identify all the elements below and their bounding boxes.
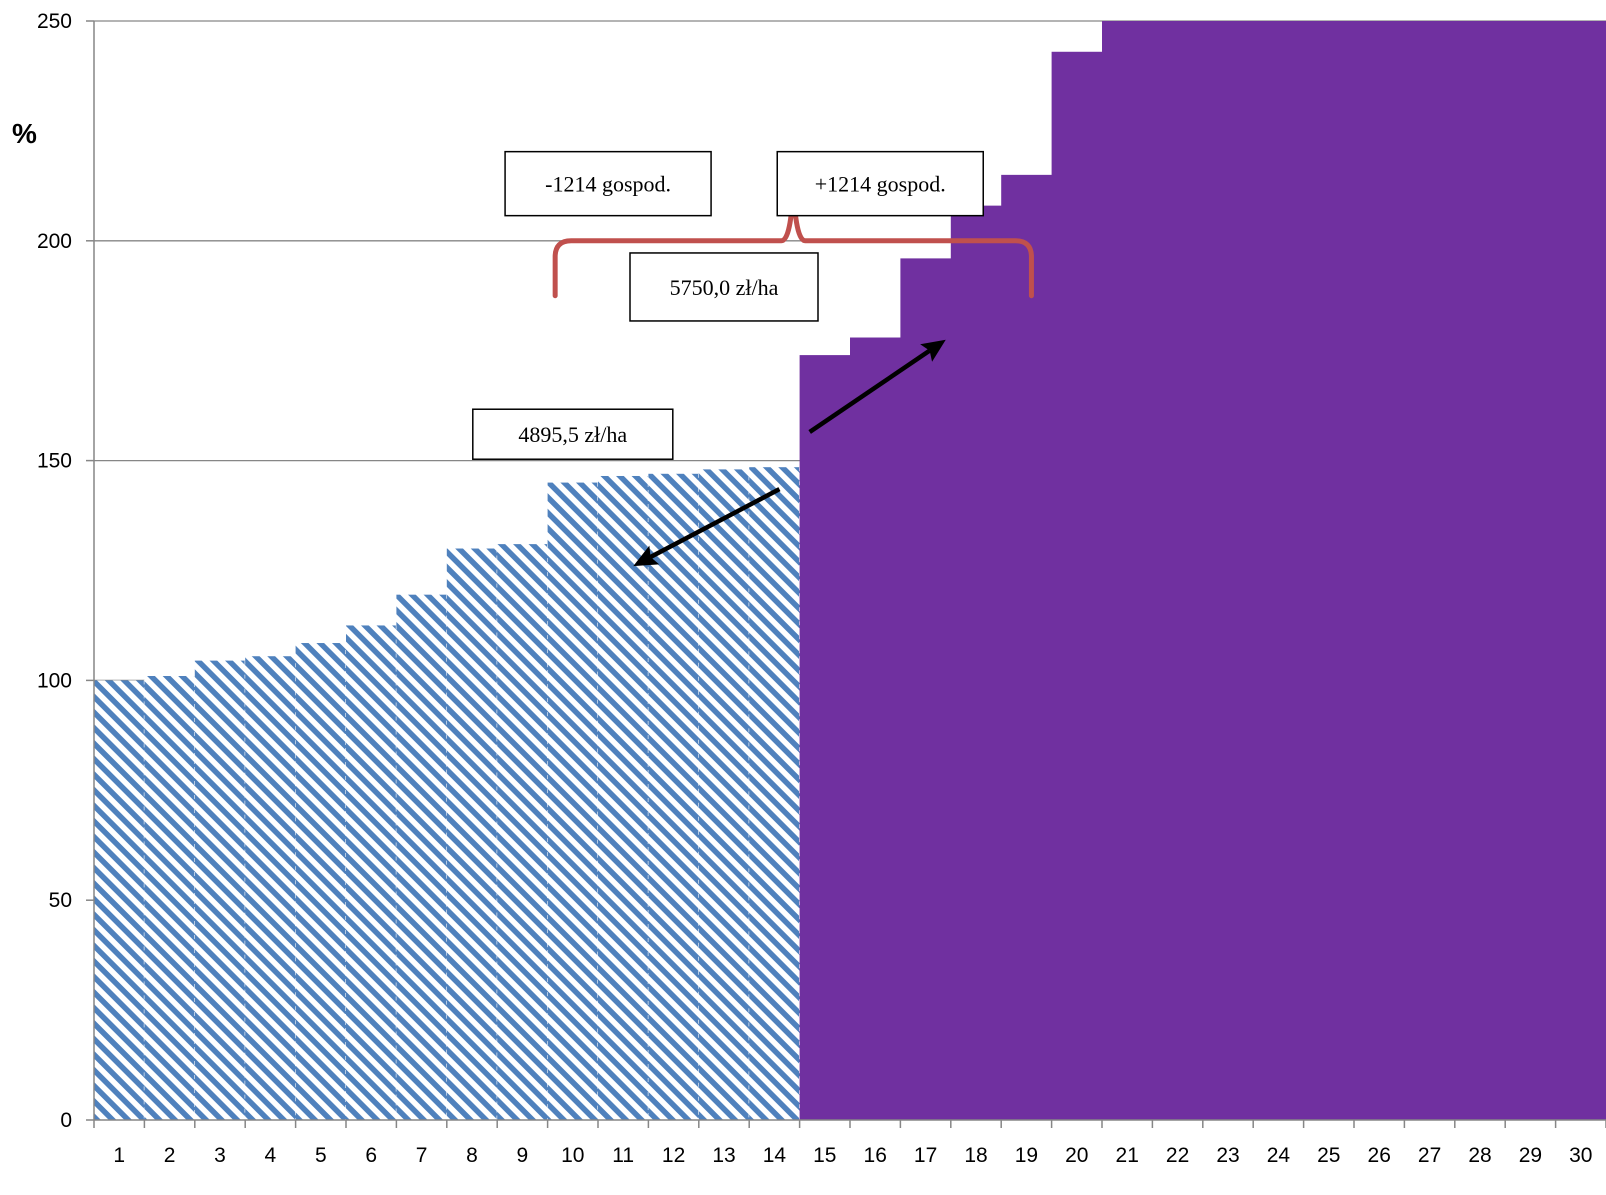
annotation-box-0 (504, 150, 712, 217)
bar-16 (850, 337, 901, 1121)
bar-28 (1454, 21, 1506, 1120)
bar-4 (245, 656, 297, 1120)
bar-29 (1505, 21, 1557, 1120)
annotation-box-2 (629, 252, 819, 322)
bar-24 (1253, 21, 1305, 1120)
bar-18 (950, 205, 1002, 1120)
x-tick-label-20: 20 (1065, 1144, 1088, 1167)
bar-20 (1051, 51, 1103, 1121)
x-tick-label-1: 1 (113, 1144, 125, 1167)
bar-10 (547, 482, 599, 1121)
x-tick-label-23: 23 (1216, 1144, 1239, 1167)
x-tick-label-18: 18 (964, 1144, 987, 1167)
x-tick-label-2: 2 (164, 1144, 176, 1167)
bar-22 (1152, 21, 1204, 1120)
x-tick-label-4: 4 (265, 1144, 277, 1167)
bar-8 (446, 548, 498, 1120)
bar-7 (396, 594, 448, 1120)
x-tick-label-26: 26 (1368, 1144, 1391, 1167)
y-axis-label: % (12, 118, 37, 149)
x-tick-label-5: 5 (315, 1144, 327, 1167)
annotation-text-3: 4895,5 zł/ha (518, 422, 627, 447)
x-tick-label-10: 10 (561, 1144, 584, 1167)
y-tick-label-250: 250 (37, 10, 72, 33)
annotation-text-2: 5750,0 zł/ha (670, 275, 779, 300)
bar-30 (1555, 21, 1606, 1120)
bar-11 (598, 475, 649, 1121)
x-tick-label-22: 22 (1166, 1144, 1189, 1167)
annotations: -1214 gospod. +1214 gospod. 5750,0 zł/ha 48… (472, 150, 1034, 567)
annotation-text-1: +1214 gospod. (815, 172, 946, 197)
annotation-text-0: -1214 gospod. (545, 172, 671, 197)
x-tick-label-6: 6 (365, 1144, 377, 1167)
x-tick-label-15: 15 (813, 1144, 836, 1167)
x-tick-label-24: 24 (1267, 1144, 1291, 1167)
bar-5 (295, 643, 347, 1120)
y-tick-label-50: 50 (49, 889, 72, 912)
bar-6 (346, 625, 397, 1120)
x-tick-label-12: 12 (662, 1144, 685, 1167)
bar-13 (698, 469, 750, 1121)
x-tick-label-7: 7 (416, 1144, 428, 1167)
x-tick-label-11: 11 (612, 1144, 634, 1167)
annotation-box-1 (776, 150, 984, 217)
bars (94, 21, 1606, 1121)
x-tick-label-21: 21 (1116, 1144, 1139, 1167)
arrow-head-1 (633, 545, 660, 567)
y-tick-label-100: 100 (37, 669, 72, 692)
bar-3 (194, 660, 246, 1120)
x-tick-label-8: 8 (466, 1144, 478, 1167)
x-tick-label-3: 3 (214, 1144, 226, 1167)
annotation-box-3 (472, 408, 674, 460)
bar-1 (94, 680, 145, 1120)
x-tick-label-9: 9 (517, 1144, 529, 1167)
bar-23 (1202, 21, 1254, 1120)
bar-27 (1404, 21, 1456, 1120)
arrow-shaft-1 (649, 487, 781, 560)
arrow-shaft-0 (808, 348, 931, 434)
x-tick-label-30: 30 (1569, 1144, 1592, 1167)
axes (86, 20, 1606, 1128)
x-tick-label-25: 25 (1317, 1144, 1340, 1167)
bar-2 (144, 676, 196, 1120)
bar-12 (648, 473, 700, 1121)
bar-19 (1001, 174, 1053, 1121)
bar-9 (497, 544, 549, 1120)
x-tick-label-14: 14 (763, 1144, 787, 1167)
bar-14 (749, 467, 801, 1121)
bar-15 (799, 355, 851, 1120)
x-tick-label-17: 17 (914, 1144, 937, 1167)
x-tick-label-29: 29 (1519, 1144, 1542, 1167)
bar-26 (1354, 21, 1405, 1120)
y-tick-label-0: 0 (60, 1109, 72, 1132)
x-tick-label-19: 19 (1015, 1144, 1038, 1167)
y-tick-label-200: 200 (37, 230, 72, 253)
arrow-head-0 (920, 339, 946, 362)
x-tick-label-27: 27 (1418, 1144, 1441, 1167)
y-tick-label-150: 150 (37, 450, 72, 473)
x-tick-label-16: 16 (864, 1144, 887, 1167)
bar-17 (900, 258, 952, 1120)
bar-21 (1102, 21, 1153, 1120)
bar-25 (1303, 21, 1355, 1120)
x-tick-label-13: 13 (712, 1144, 735, 1167)
x-tick-label-28: 28 (1468, 1144, 1491, 1167)
